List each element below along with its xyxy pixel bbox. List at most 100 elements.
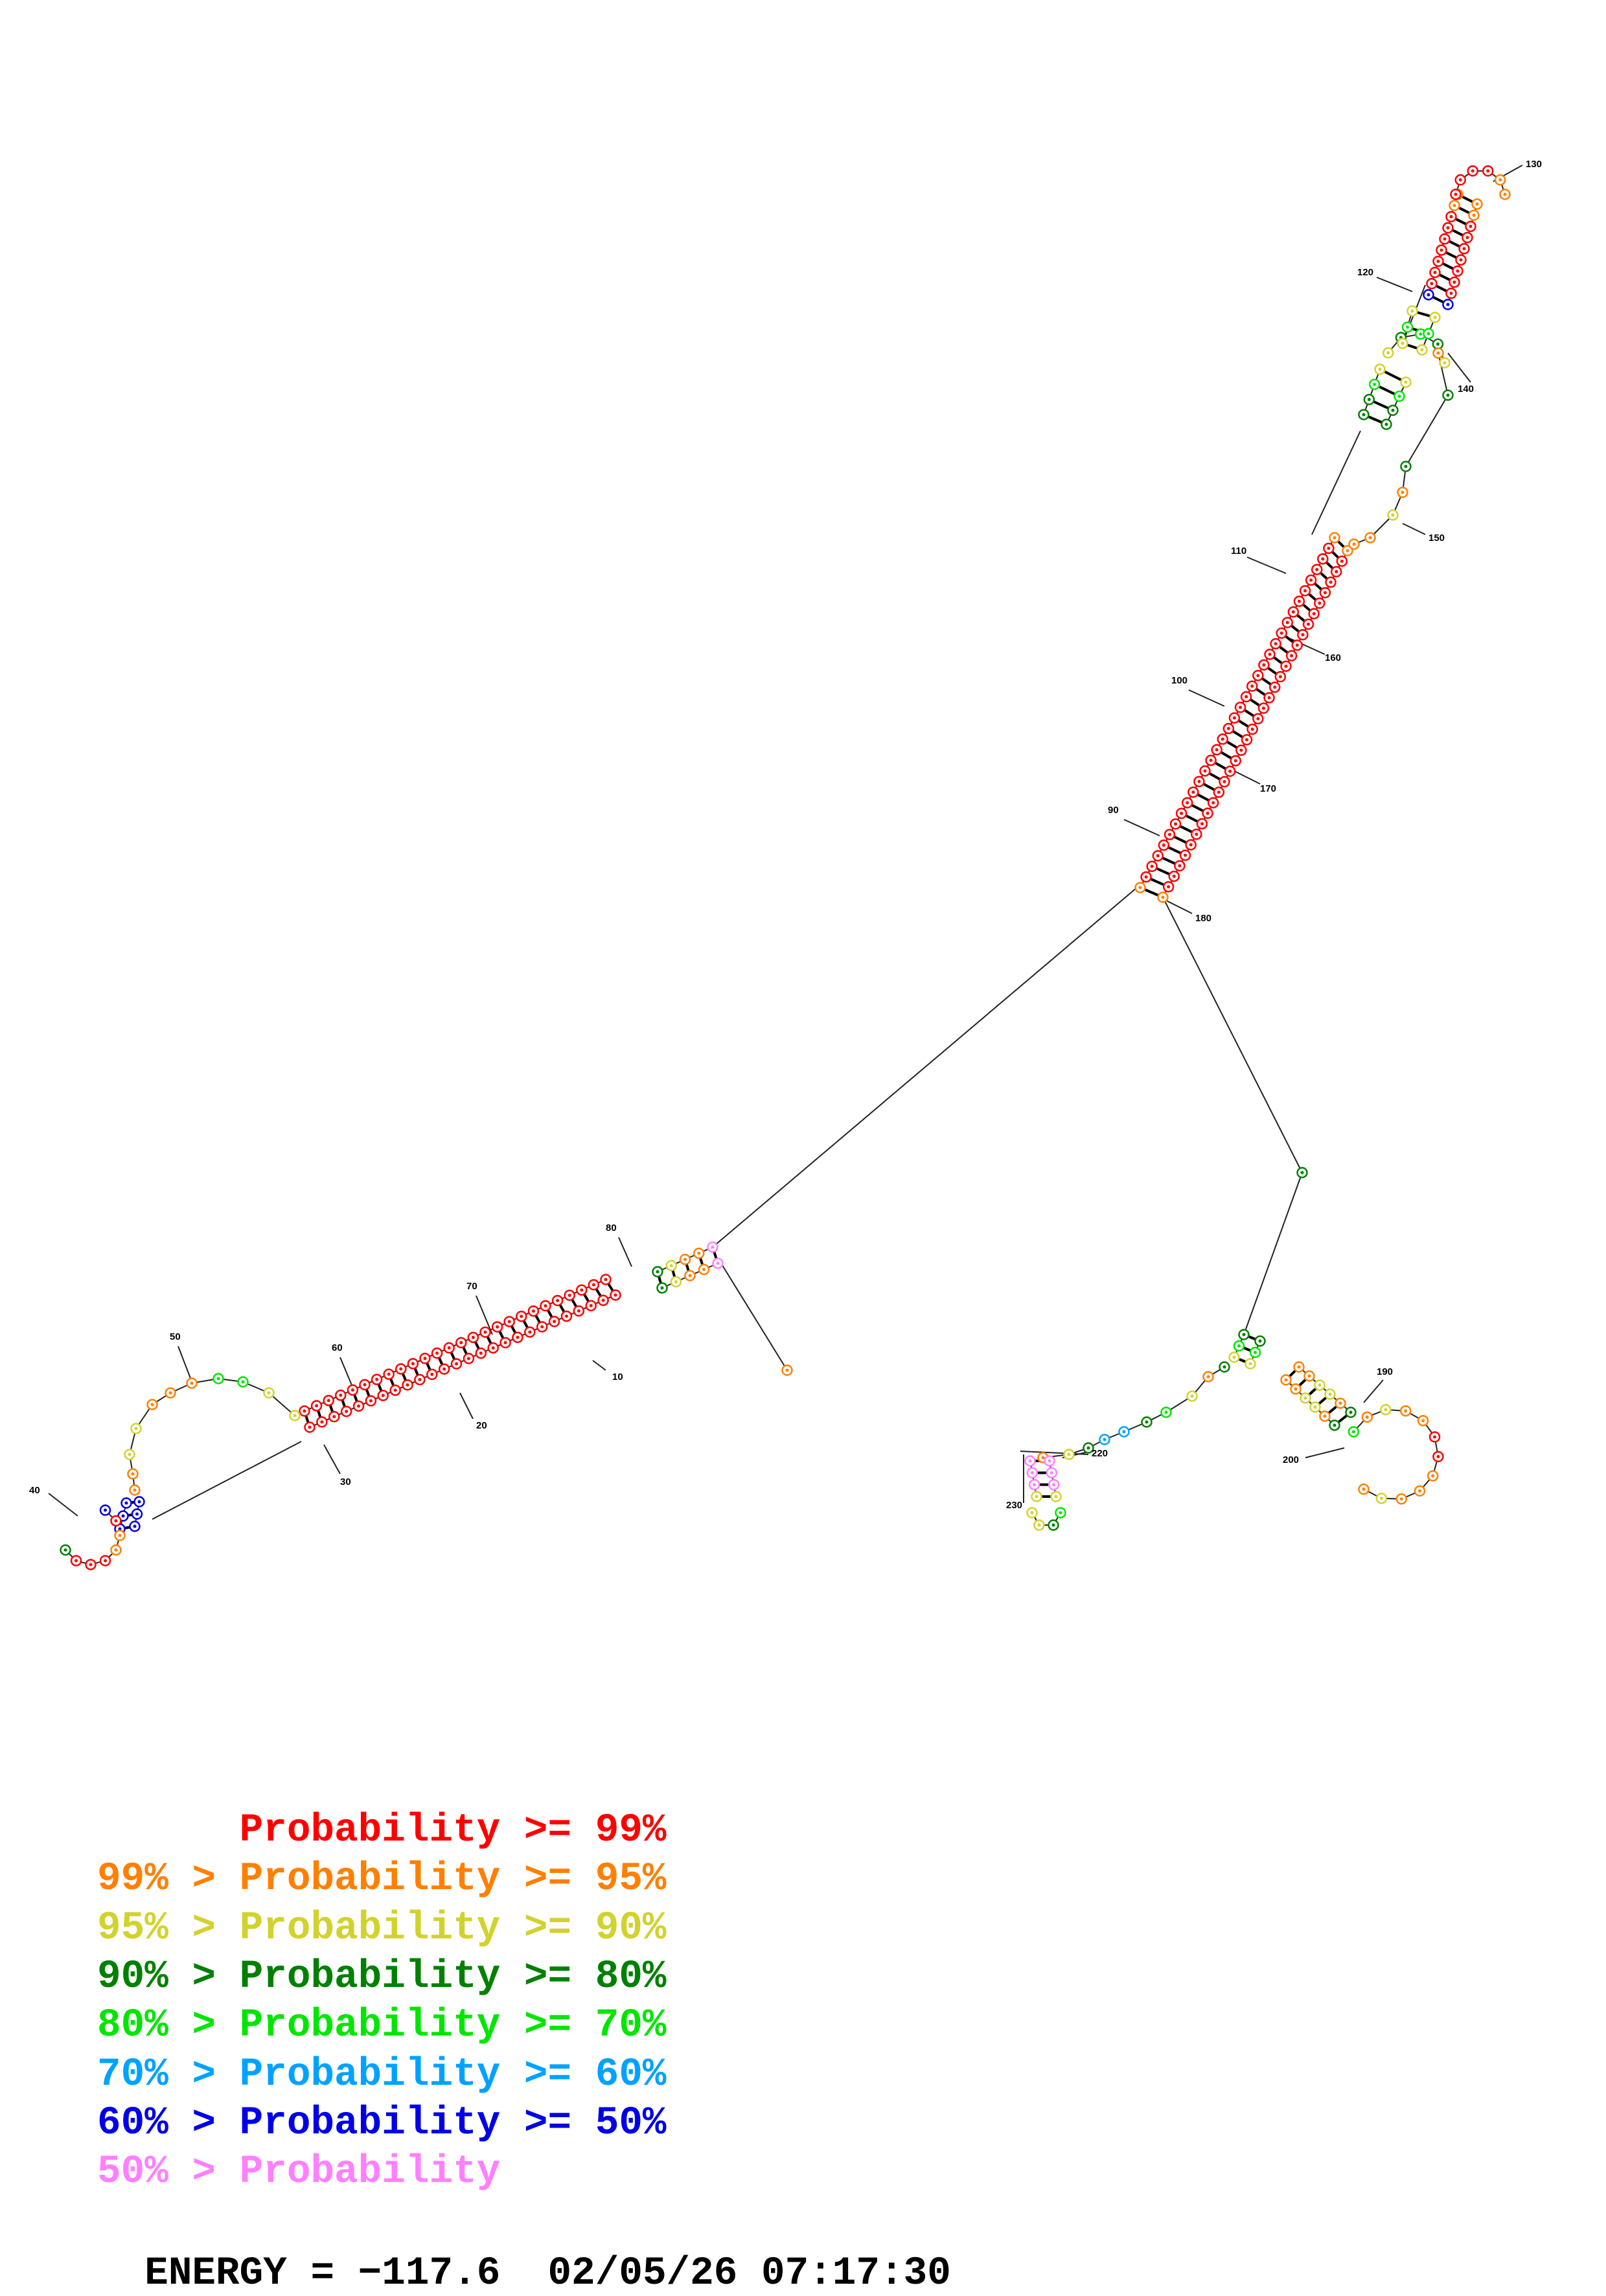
nucleotide-glyph: [430, 1372, 434, 1376]
nucleotide-glyph: [104, 1559, 107, 1563]
nucleotide-glyph: [711, 1245, 715, 1249]
nucleotide-glyph: [528, 1330, 532, 1334]
nucleotide-glyph: [350, 1388, 354, 1392]
backbone-segment: [718, 1259, 788, 1371]
legend-entry: 99% > Probability >= 95%: [97, 1857, 667, 1902]
nucleotide-glyph: [308, 1425, 312, 1429]
nucleotide-glyph: [1446, 226, 1450, 230]
nucleotide-glyph: [459, 1340, 463, 1344]
backbone-segment: [1243, 1172, 1303, 1335]
nucleotide-glyph: [1254, 1351, 1257, 1354]
nucleotide-glyph: [1404, 380, 1408, 384]
backbone-segment: [1311, 430, 1361, 535]
nucleotide-glyph: [1420, 348, 1424, 352]
nucleotide-glyph: [63, 1548, 67, 1552]
nucleotide-glyph: [135, 1512, 139, 1516]
nucleotide-glyph: [114, 1548, 118, 1552]
position-tick: [1305, 1447, 1345, 1458]
legend-entry: 50% > Probability: [97, 2150, 501, 2195]
position-label: 130: [1526, 159, 1542, 170]
position-label: 60: [332, 1342, 343, 1353]
backbone-segment: [1162, 897, 1303, 1173]
nucleotide-glyph: [507, 1320, 511, 1324]
nucleotide-glyph: [1454, 192, 1458, 196]
nucleotide-glyph: [1401, 490, 1405, 494]
nucleotide-glyph: [479, 1351, 483, 1355]
position-label: 160: [1325, 652, 1341, 663]
position-label: 90: [1108, 805, 1119, 816]
nucleotide-glyph: [1295, 643, 1299, 647]
nucleotide-glyph: [1174, 822, 1178, 826]
legend-entry: 60% > Probability >= 50%: [97, 2100, 667, 2146]
nucleotide-glyph: [1328, 1392, 1332, 1396]
nucleotide-glyph: [1232, 716, 1236, 720]
nucleotide-glyph: [1150, 864, 1154, 868]
nucleotide-glyph: [1498, 178, 1502, 182]
nucleotide-glyph: [520, 1314, 523, 1318]
position-labels: 10 20 30 40 50 60 70 80 90 100 110 120 130 140 150 160 1…: [29, 159, 1542, 1511]
nucleotide-glyph: [1256, 674, 1260, 678]
nucleotide-glyph: [1475, 202, 1479, 206]
nucleotide-glyph: [1301, 633, 1305, 637]
position-tick: [1246, 557, 1287, 574]
nucleotide-glyph: [1333, 1423, 1336, 1427]
nucleotide-glyph: [589, 1303, 593, 1307]
nucleotide-glyph: [1386, 351, 1390, 355]
nucleotide-glyph: [1294, 1387, 1298, 1391]
nucleotide-glyph: [1284, 1378, 1288, 1382]
nucleotide-glyph: [1297, 599, 1301, 603]
position-label: 70: [466, 1281, 477, 1292]
nucleotide-glyph: [381, 1394, 385, 1397]
nucleotide-glyph: [1245, 738, 1249, 742]
nucleotide-glyph: [1256, 717, 1260, 720]
nucleotide-glyph: [1443, 237, 1447, 241]
nucleotide-glyph: [553, 1320, 556, 1324]
position-label: 20: [476, 1420, 487, 1431]
nucleotide-glyph: [1427, 293, 1430, 297]
nucleotide-glyph: [1035, 1495, 1038, 1498]
nucleotide-glyph: [674, 1280, 678, 1283]
nucleotide-glyph: [216, 1377, 220, 1381]
position-tick: [1376, 277, 1413, 292]
nucleotide-glyph: [1471, 169, 1474, 173]
nucleotide-glyph: [1050, 1471, 1053, 1475]
nucleotide-glyph: [1313, 1405, 1317, 1409]
legend-entry: 70% > Probability >= 60%: [97, 2052, 667, 2097]
backbone-segment: [1405, 395, 1449, 467]
nucleotide-glyph: [656, 1270, 660, 1274]
nucleotide-glyph: [1340, 559, 1344, 563]
position-label: 40: [29, 1485, 40, 1496]
nucleotide-glyph: [1233, 759, 1237, 763]
nucleotide-glyph: [1351, 1430, 1355, 1434]
nucleotide-glyph: [1232, 1355, 1236, 1359]
nucleotide-glyph: [1030, 1471, 1034, 1475]
nucleotide-glyph: [357, 1404, 361, 1408]
nucleotide-glyph: [1397, 395, 1401, 398]
nucleotide-glyph: [1172, 875, 1176, 878]
nucleotide-glyph: [1250, 684, 1254, 688]
nucleotide-glyph: [1419, 332, 1423, 336]
rna-structure-diagram: 10 20 30 40 50 60 70 80 90 100 110 120 130 140 150 160 1…: [29, 159, 1542, 1570]
nucleotide-glyph: [1054, 1495, 1058, 1498]
nucleotide-glyph: [393, 1388, 397, 1392]
nucleotide-glyph: [1274, 642, 1278, 646]
nucleotide-glyph: [1028, 1459, 1032, 1463]
nucleotide-glyph: [1312, 612, 1316, 615]
nucleotide-glyph: [1315, 568, 1319, 571]
nucleotide-glyph: [466, 1357, 470, 1360]
nucleotide-glyph: [303, 1409, 306, 1413]
nucleotide-glyph: [1303, 1396, 1307, 1400]
nucleotide-glyph: [1418, 1489, 1422, 1493]
nucleotide-glyph: [716, 1261, 720, 1265]
nucleotide-glyph: [483, 1330, 487, 1334]
nucleotide-glyph: [406, 1383, 409, 1387]
nucleotide-glyph: [1186, 801, 1189, 805]
nucleotide-glyph: [1222, 1365, 1226, 1369]
nucleotide-glyph: [1309, 578, 1313, 582]
nucleotide-glyph: [1307, 1374, 1311, 1378]
nucleotide-glyph: [1321, 557, 1325, 561]
nucleotide-glyph: [1465, 236, 1469, 240]
nucleotide-glyph: [1404, 465, 1408, 468]
nucleotide-glyph: [1291, 610, 1295, 614]
position-tick: [618, 1237, 632, 1267]
